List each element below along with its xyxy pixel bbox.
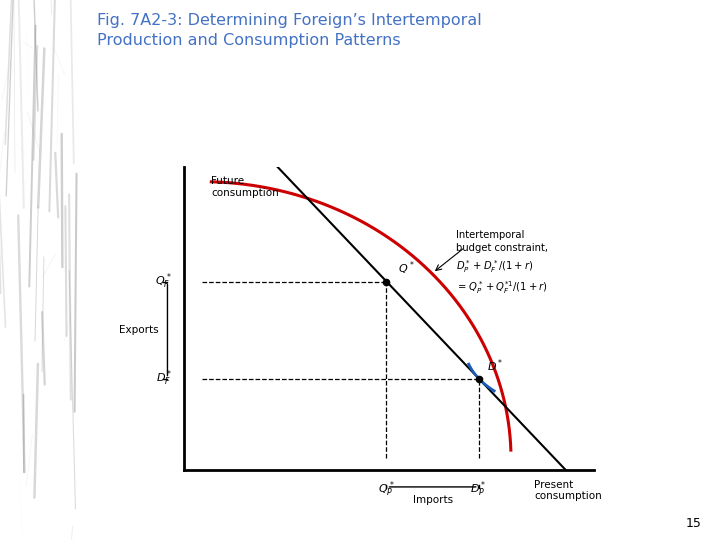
Text: $Q_F^*$: $Q_F^*$ <box>156 272 172 291</box>
Text: Fig. 7A2-3: Determining Foreign’s Intertemporal
Production and Consumption Patte: Fig. 7A2-3: Determining Foreign’s Intert… <box>97 14 482 48</box>
Text: $D_P^*$: $D_P^*$ <box>470 480 487 500</box>
Text: Present
consumption: Present consumption <box>534 480 602 501</box>
Text: Intertemporal
budget constraint,
$D_P^*+ D_F^*/(1 + r)$
$= Q_P^* + Q_F^{*1}/(1 +: Intertemporal budget constraint, $D_P^*+… <box>456 230 548 296</box>
Text: Exports: Exports <box>119 325 158 335</box>
Text: $D_F^*$: $D_F^*$ <box>156 369 172 388</box>
Text: $D^*$: $D^*$ <box>487 357 503 374</box>
Text: Imports: Imports <box>413 496 453 505</box>
Text: Future
consumption: Future consumption <box>211 176 279 198</box>
Text: $Q_P^*$: $Q_P^*$ <box>378 480 395 500</box>
Text: 15: 15 <box>686 517 702 530</box>
Text: $Q^*$: $Q^*$ <box>398 260 415 277</box>
